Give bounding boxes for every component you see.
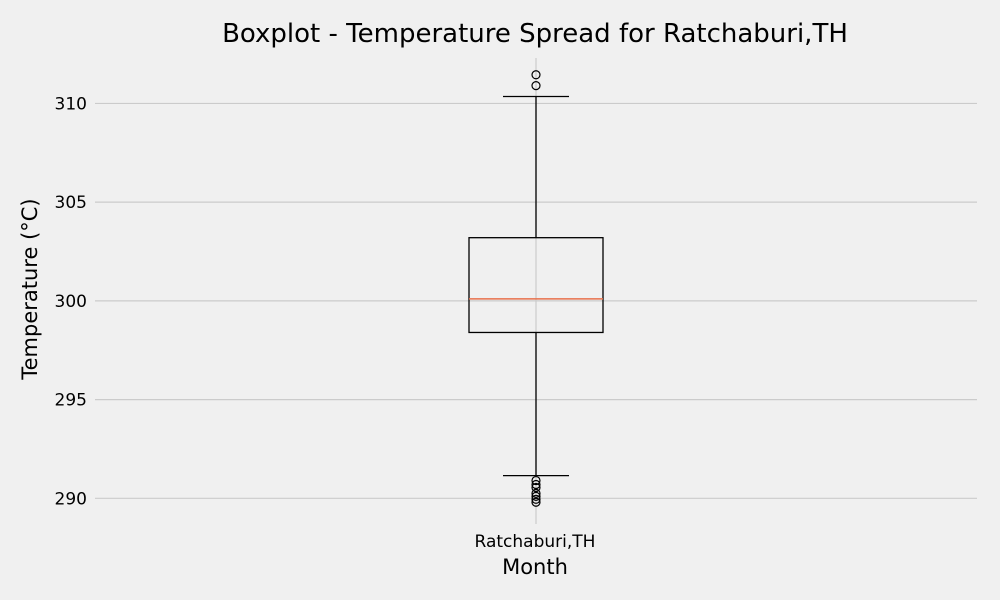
outlier-point xyxy=(531,491,541,501)
outlier-point xyxy=(531,488,541,498)
outlier-point xyxy=(531,81,541,91)
box-plot-marks xyxy=(468,70,604,507)
outlier-point xyxy=(531,475,541,486)
y-tick-labels: 290 295 300 305 310 xyxy=(55,94,87,509)
outlier-point xyxy=(531,479,541,490)
y-tick-label: 310 xyxy=(55,94,87,114)
chart-title: Boxplot - Temperature Spread for Ratchab… xyxy=(222,19,848,49)
y-tick-label: 300 xyxy=(55,292,87,312)
y-tick-label: 290 xyxy=(55,489,87,509)
outlier-point xyxy=(531,70,541,80)
x-axis-label: Month xyxy=(502,555,568,579)
y-tick-label: 295 xyxy=(55,391,87,411)
iqr-box xyxy=(468,237,604,334)
x-tick-label: Ratchaburi,TH xyxy=(475,532,596,552)
outlier-point xyxy=(531,482,541,493)
y-tick-label: 305 xyxy=(55,193,87,213)
outlier-point xyxy=(531,497,541,507)
outlier-point xyxy=(531,494,541,504)
y-axis-label: Temperature (°C) xyxy=(18,198,42,380)
